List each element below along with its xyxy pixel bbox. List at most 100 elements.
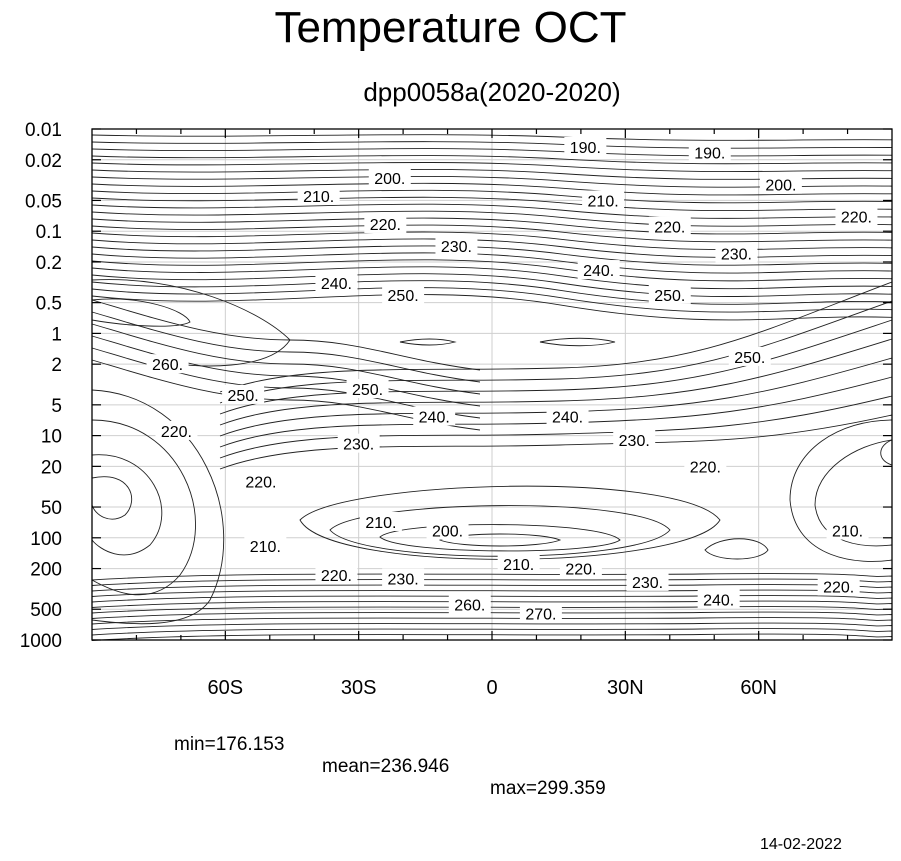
contour-label-bg-19	[413, 406, 456, 426]
contour-line-24	[219, 281, 893, 393]
contour-label-bg-25	[684, 456, 727, 476]
y-tick-label: 5	[51, 396, 62, 417]
chart-title: Temperature OCT	[274, 3, 627, 52]
contour-label-26: 210.	[365, 515, 396, 532]
contour-label-bg-11	[315, 272, 358, 292]
contour-label-10: 230.	[721, 246, 752, 263]
contour-label-29: 210.	[832, 524, 863, 541]
contour-label-bg-31	[382, 568, 425, 588]
contour-line-1	[91, 141, 893, 149]
contour-line-43	[438, 533, 562, 547]
contour-line-22	[91, 287, 893, 313]
x-tick-label: 60N	[740, 677, 777, 699]
contour-line-59	[789, 419, 893, 562]
contour-line-4	[91, 162, 893, 173]
contour-label-bg-37	[448, 594, 491, 614]
contour-line-11	[91, 210, 893, 227]
contour-line-18	[91, 259, 893, 282]
contour-label-15: 250.	[734, 350, 765, 367]
contour-label-3: 200.	[765, 178, 796, 195]
contour-label-bg-14	[648, 284, 691, 304]
y-tick-label: 0.1	[36, 222, 62, 243]
contour-label-30: 220.	[321, 568, 352, 585]
contour-label-bg-7	[648, 216, 691, 236]
contour-line-41	[91, 389, 225, 625]
contour-label-4: 210.	[303, 189, 334, 206]
contour-label-bg-3	[759, 174, 802, 194]
contour-label-38: 270.	[525, 606, 556, 623]
contour-label-18: 250.	[352, 382, 383, 399]
contour-label-bg-38	[519, 603, 562, 623]
contour-label-bg-15	[728, 346, 771, 366]
contour-label-bg-20	[546, 406, 589, 426]
contour-label-11: 240.	[321, 276, 352, 293]
contour-label-19: 240.	[419, 409, 450, 426]
x-tick-label: 0	[486, 677, 497, 699]
chart-subtitle: dpp0058a(2020-2020)	[363, 77, 621, 107]
contour-label-33: 220.	[565, 562, 596, 579]
y-tick-label: 20	[41, 457, 62, 478]
contour-label-bg-17	[222, 384, 265, 404]
contour-label-bg-36	[817, 576, 860, 596]
y-tick-label: 1000	[20, 631, 62, 652]
contour-label-25: 220.	[690, 459, 721, 476]
contour-line-0	[91, 134, 893, 141]
y-tick-label: 50	[41, 498, 62, 519]
y-tick-label: 0.02	[25, 151, 62, 172]
contour-labels: 190. 190. 200. 200. 210. 210. 220. 220. 220. 230.…	[146, 136, 878, 623]
contour-label-bg-28	[244, 535, 287, 555]
contour-label-5: 210.	[588, 193, 619, 210]
contour-label-bg-9	[435, 236, 478, 256]
contour-line-51	[91, 595, 893, 603]
contour-label-2: 200.	[374, 171, 405, 188]
date-stamp: 14-02-2022	[760, 836, 842, 853]
contour-line-34	[91, 323, 481, 395]
contour-line-25	[219, 300, 893, 404]
contour-line-13	[91, 224, 893, 243]
contour-label-bg-6	[364, 213, 407, 233]
y-tick-label: 1	[51, 324, 62, 345]
contour-line-12	[91, 217, 893, 235]
contour-label-bg-23	[613, 429, 656, 449]
contour-label-bg-29	[826, 520, 869, 540]
contour-label-35: 240.	[703, 592, 734, 609]
contour-line-21	[91, 280, 893, 305]
contour-label-12: 240.	[583, 263, 614, 280]
stat-min: min=176.153	[174, 734, 285, 755]
contour-label-bg-33	[559, 558, 602, 578]
stats-line: min=176.153 mean=236.946 max=299.359	[0, 712, 606, 800]
contour-label-bg-22	[337, 433, 380, 453]
x-tick-labels: 60S 30S 0 30N 60N	[208, 677, 777, 699]
contour-label-16: 260.	[152, 357, 183, 374]
contour-line-52	[91, 600, 893, 608]
contour-label-34: 230.	[632, 575, 663, 592]
contour-label-24: 220.	[245, 474, 276, 491]
y-tick-label: 0.5	[36, 294, 62, 315]
contour-label-bg-21	[155, 420, 198, 440]
contour-label-bg-5	[582, 190, 625, 210]
y-tick-label: 200	[30, 560, 62, 581]
contour-label-8: 220.	[841, 210, 872, 227]
contour-line-26	[219, 319, 893, 415]
contour-label-bg-0	[564, 136, 607, 156]
y-tick-label: 0.05	[25, 191, 62, 212]
contour-line-53	[91, 606, 893, 614]
contour-label-27: 200.	[432, 524, 463, 541]
contour-line-33	[91, 311, 481, 383]
contour-line-62	[399, 338, 457, 346]
contour-label-9: 230.	[441, 239, 472, 256]
contour-label-22: 230.	[343, 437, 374, 454]
contour-label-bg-12	[577, 260, 620, 280]
contour-line-40	[91, 419, 196, 596]
contour-label-bg-26	[359, 511, 402, 531]
contour-line-14	[91, 231, 893, 251]
contour-line-3	[91, 155, 893, 165]
axis-ticks	[92, 128, 892, 641]
contour-line-20	[91, 273, 893, 297]
contour-line-60	[814, 439, 893, 547]
contour-label-32: 210.	[503, 557, 534, 574]
contour-label-bg-24	[239, 471, 282, 491]
contour-label-bg-10	[715, 243, 758, 263]
contour-line-7	[91, 182, 893, 196]
